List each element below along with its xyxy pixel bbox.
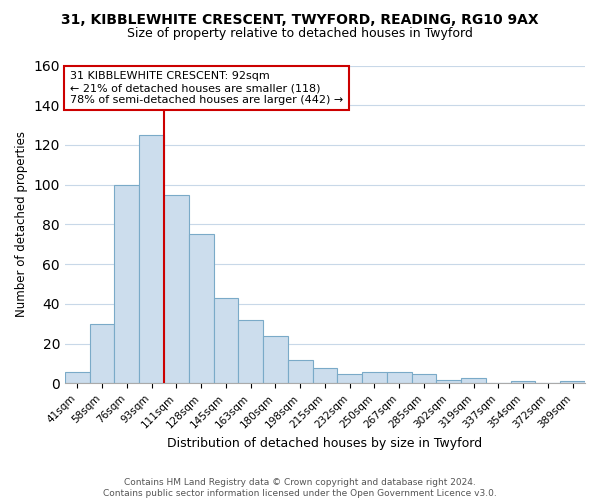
Bar xyxy=(189,234,214,384)
Y-axis label: Number of detached properties: Number of detached properties xyxy=(15,132,28,318)
Bar xyxy=(214,298,238,384)
Text: 31, KIBBLEWHITE CRESCENT, TWYFORD, READING, RG10 9AX: 31, KIBBLEWHITE CRESCENT, TWYFORD, READI… xyxy=(61,12,539,26)
Bar xyxy=(263,336,288,384)
Bar xyxy=(139,135,164,384)
Bar xyxy=(337,374,362,384)
Text: 31 KIBBLEWHITE CRESCENT: 92sqm
← 21% of detached houses are smaller (118)
78% of: 31 KIBBLEWHITE CRESCENT: 92sqm ← 21% of … xyxy=(70,72,343,104)
Bar xyxy=(387,372,412,384)
Bar xyxy=(461,378,486,384)
Bar xyxy=(362,372,387,384)
Text: Contains HM Land Registry data © Crown copyright and database right 2024.
Contai: Contains HM Land Registry data © Crown c… xyxy=(103,478,497,498)
Bar xyxy=(288,360,313,384)
Bar xyxy=(65,372,89,384)
Bar xyxy=(115,184,139,384)
Text: Size of property relative to detached houses in Twyford: Size of property relative to detached ho… xyxy=(127,28,473,40)
Bar xyxy=(89,324,115,384)
Bar xyxy=(313,368,337,384)
Bar xyxy=(511,382,535,384)
Bar xyxy=(164,194,189,384)
Bar xyxy=(238,320,263,384)
Bar xyxy=(560,382,585,384)
Bar xyxy=(436,380,461,384)
X-axis label: Distribution of detached houses by size in Twyford: Distribution of detached houses by size … xyxy=(167,437,482,450)
Bar xyxy=(412,374,436,384)
